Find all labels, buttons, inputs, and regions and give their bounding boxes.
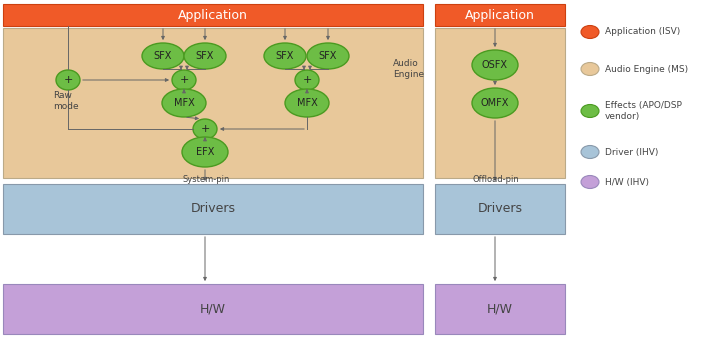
Ellipse shape xyxy=(307,43,349,69)
Text: OSFX: OSFX xyxy=(482,60,508,70)
Text: +: + xyxy=(180,75,189,85)
Text: Drivers: Drivers xyxy=(477,203,523,215)
Text: System-pin: System-pin xyxy=(182,175,230,184)
Bar xyxy=(435,28,565,178)
Bar xyxy=(3,284,423,334)
Bar xyxy=(3,28,423,178)
Ellipse shape xyxy=(142,43,184,69)
Text: Application: Application xyxy=(465,8,535,22)
Ellipse shape xyxy=(581,146,599,158)
Ellipse shape xyxy=(182,137,228,167)
Text: SFX: SFX xyxy=(276,51,294,61)
Ellipse shape xyxy=(581,176,599,188)
Text: +: + xyxy=(200,124,210,134)
Text: Application: Application xyxy=(178,8,248,22)
Text: Driver (IHV): Driver (IHV) xyxy=(605,148,658,156)
Text: H/W: H/W xyxy=(487,303,513,315)
Ellipse shape xyxy=(193,119,217,139)
Ellipse shape xyxy=(56,70,80,90)
Text: SFX: SFX xyxy=(196,51,214,61)
Text: SFX: SFX xyxy=(154,51,172,61)
Text: Audio
Engine: Audio Engine xyxy=(393,59,424,79)
Ellipse shape xyxy=(472,88,518,118)
Ellipse shape xyxy=(581,26,599,38)
Ellipse shape xyxy=(285,89,329,117)
Text: Offload-pin: Offload-pin xyxy=(472,175,519,184)
Text: Audio Engine (MS): Audio Engine (MS) xyxy=(605,64,688,73)
Ellipse shape xyxy=(472,50,518,80)
Text: SFX: SFX xyxy=(319,51,337,61)
Text: +: + xyxy=(63,75,73,85)
Text: Raw
mode: Raw mode xyxy=(53,91,79,111)
Text: MFX: MFX xyxy=(174,98,195,108)
Text: Drivers: Drivers xyxy=(190,203,236,215)
Bar xyxy=(3,4,423,26)
Bar xyxy=(435,4,565,26)
Ellipse shape xyxy=(264,43,306,69)
Text: +: + xyxy=(302,75,312,85)
Ellipse shape xyxy=(295,70,319,90)
Ellipse shape xyxy=(581,104,599,118)
Bar xyxy=(435,184,565,234)
Text: H/W: H/W xyxy=(200,303,226,315)
Bar xyxy=(3,184,423,234)
Text: MFX: MFX xyxy=(297,98,317,108)
Ellipse shape xyxy=(184,43,226,69)
Bar xyxy=(435,284,565,334)
Text: Effects (APO/DSP
vendor): Effects (APO/DSP vendor) xyxy=(605,101,682,121)
Ellipse shape xyxy=(172,70,196,90)
Ellipse shape xyxy=(581,62,599,75)
Text: OMFX: OMFX xyxy=(481,98,509,108)
Text: EFX: EFX xyxy=(196,147,214,157)
Text: Application (ISV): Application (ISV) xyxy=(605,28,680,36)
Text: H/W (IHV): H/W (IHV) xyxy=(605,178,649,186)
Ellipse shape xyxy=(162,89,206,117)
